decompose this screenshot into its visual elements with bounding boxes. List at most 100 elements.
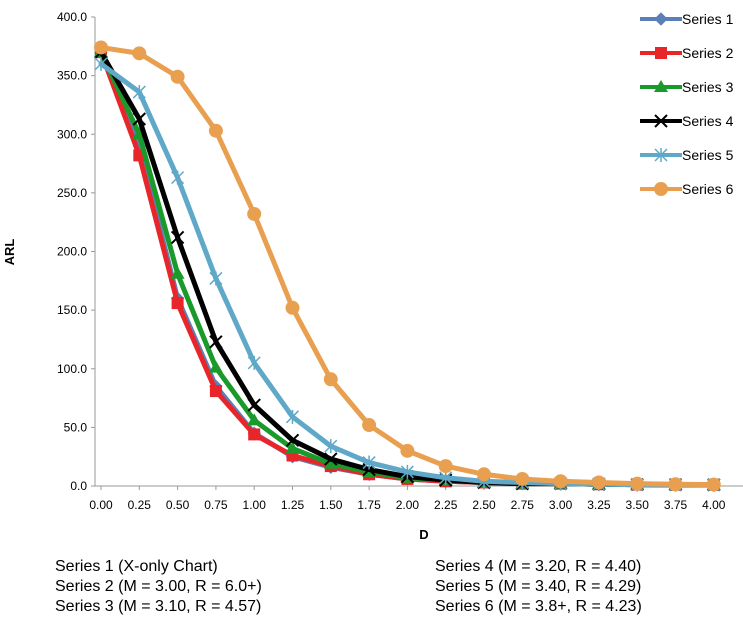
caption-series-3: Series 3 (M = 3.10, R = 4.57) bbox=[55, 598, 262, 615]
legend-label: Series 4 bbox=[682, 113, 734, 129]
series-6-point bbox=[630, 476, 645, 491]
series-1-line bbox=[98, 49, 717, 488]
x-tick-label: 1.50 bbox=[319, 498, 343, 512]
series-6-point bbox=[285, 300, 300, 315]
legend-label: Series 1 bbox=[682, 11, 734, 27]
caption-right: Series 4 (M = 3.20, R = 4.40) Series 5 (… bbox=[435, 557, 642, 617]
series-6 bbox=[94, 40, 721, 492]
series-5-point bbox=[209, 271, 223, 286]
x-axis-title: D bbox=[419, 527, 428, 542]
caption-series-1: Series 1 (X-only Chart) bbox=[55, 558, 218, 575]
series-6-point bbox=[438, 459, 453, 474]
series-3-point bbox=[170, 266, 185, 279]
series-5-point bbox=[439, 470, 453, 485]
legend-item-3: Series 3 bbox=[640, 79, 734, 95]
y-tick-label: 300.0 bbox=[57, 127, 87, 141]
y-tick-label: 0.0 bbox=[70, 479, 87, 493]
caption-left: Series 1 (X-only Chart) Series 2 (M = 3.… bbox=[55, 557, 262, 617]
series-2-line bbox=[98, 49, 717, 488]
series-6-point bbox=[170, 69, 185, 84]
legend-swatch-marker bbox=[654, 148, 668, 162]
y-axis-title: ARL bbox=[2, 239, 17, 266]
series-6-point bbox=[706, 477, 721, 492]
x-tick-label: 2.75 bbox=[511, 498, 535, 512]
y-tick-label: 350.0 bbox=[57, 69, 87, 83]
series-3-point bbox=[208, 360, 223, 373]
series-4-point bbox=[247, 398, 261, 412]
legend-item-6: Series 6 bbox=[640, 181, 734, 197]
legend-swatch-marker bbox=[655, 47, 667, 59]
legend-label: Series 5 bbox=[682, 147, 734, 163]
legend-swatch-marker bbox=[654, 80, 668, 92]
series-4-point bbox=[324, 452, 338, 466]
caption-series-4: Series 4 (M = 3.20, R = 4.40) bbox=[435, 558, 642, 575]
x-tick-label: 0.00 bbox=[89, 498, 113, 512]
legend-label: Series 6 bbox=[682, 181, 734, 197]
caption-series-2: Series 2 (M = 3.00, R = 6.0+) bbox=[55, 578, 262, 595]
x-tick-label: 0.75 bbox=[204, 498, 228, 512]
series-5-point bbox=[132, 85, 146, 100]
series-layer bbox=[94, 40, 721, 492]
x-tick-label: 3.00 bbox=[549, 498, 573, 512]
series-2-point bbox=[248, 428, 261, 441]
legend-item-2: Series 2 bbox=[640, 45, 734, 61]
series-6-point bbox=[515, 471, 530, 486]
series-6-point bbox=[247, 206, 262, 221]
series-3-point bbox=[247, 413, 262, 426]
caption-series-6: Series 6 (M = 3.8+, R = 4.23) bbox=[435, 598, 642, 615]
series-4-point bbox=[285, 433, 300, 447]
y-tick-label: 100.0 bbox=[57, 362, 87, 376]
series-4-line bbox=[98, 49, 717, 488]
x-tick-label: 1.75 bbox=[357, 498, 381, 512]
legend-swatch-marker bbox=[654, 182, 668, 196]
y-tick-label: 200.0 bbox=[57, 245, 87, 259]
legend-item-5: Series 5 bbox=[640, 147, 734, 163]
y-tick-label: 150.0 bbox=[57, 303, 87, 317]
series-4-point bbox=[170, 230, 185, 245]
series-6-point bbox=[132, 46, 147, 61]
legend-item-1: Series 1 bbox=[640, 11, 734, 27]
x-tick-label: 3.25 bbox=[587, 498, 611, 512]
legend: Series 1 Series 2 Series 3 Series 4 Series 5… bbox=[640, 11, 734, 197]
series-5-point bbox=[94, 56, 108, 71]
caption-series-5: Series 5 (M = 3.40, R = 4.29) bbox=[435, 578, 642, 595]
x-tick-label: 0.25 bbox=[128, 498, 152, 512]
x-tick-label: 2.25 bbox=[434, 498, 458, 512]
series-6-point bbox=[94, 40, 108, 55]
series-6-point bbox=[323, 372, 338, 387]
series-6-point bbox=[477, 467, 491, 482]
x-tick-label: 3.75 bbox=[664, 498, 688, 512]
series-5-point bbox=[285, 409, 300, 424]
series-6-line bbox=[98, 44, 717, 488]
series-5-point bbox=[324, 439, 338, 454]
series-6-point bbox=[400, 443, 415, 458]
series-2-point bbox=[171, 297, 184, 310]
series-3-point bbox=[285, 441, 300, 454]
legend-swatch-marker bbox=[654, 12, 668, 26]
series-5-point bbox=[362, 455, 376, 470]
y-tick-label: 250.0 bbox=[57, 186, 87, 200]
y-tick-label: 400.0 bbox=[57, 10, 87, 24]
y-tick-label: 50.0 bbox=[64, 420, 88, 434]
series-4-point bbox=[132, 112, 147, 126]
x-tick-label: 0.50 bbox=[166, 498, 190, 512]
series-6-point bbox=[208, 123, 223, 138]
series-6-point bbox=[668, 477, 683, 492]
series-6-point bbox=[362, 418, 377, 433]
plot-axes: 0.0 50.0 100.0 150.0 200.0 250.0 300.0 350.0 400… bbox=[57, 10, 743, 512]
series-5-point bbox=[400, 464, 414, 479]
legend-label: Series 2 bbox=[682, 45, 734, 61]
x-tick-label: 1.00 bbox=[243, 498, 267, 512]
x-tick-label: 4.00 bbox=[702, 498, 726, 512]
x-tick-label: 3.50 bbox=[626, 498, 650, 512]
series-3-point bbox=[323, 456, 338, 469]
x-tick-label: 2.50 bbox=[472, 498, 496, 512]
legend-label: Series 3 bbox=[682, 79, 734, 95]
series-6-point bbox=[553, 474, 568, 489]
x-tick-label: 1.25 bbox=[281, 498, 305, 512]
legend-swatch-marker bbox=[654, 114, 668, 128]
legend-item-4: Series 4 bbox=[640, 113, 734, 129]
series-6-point bbox=[591, 475, 606, 490]
series-3-line bbox=[98, 49, 717, 488]
